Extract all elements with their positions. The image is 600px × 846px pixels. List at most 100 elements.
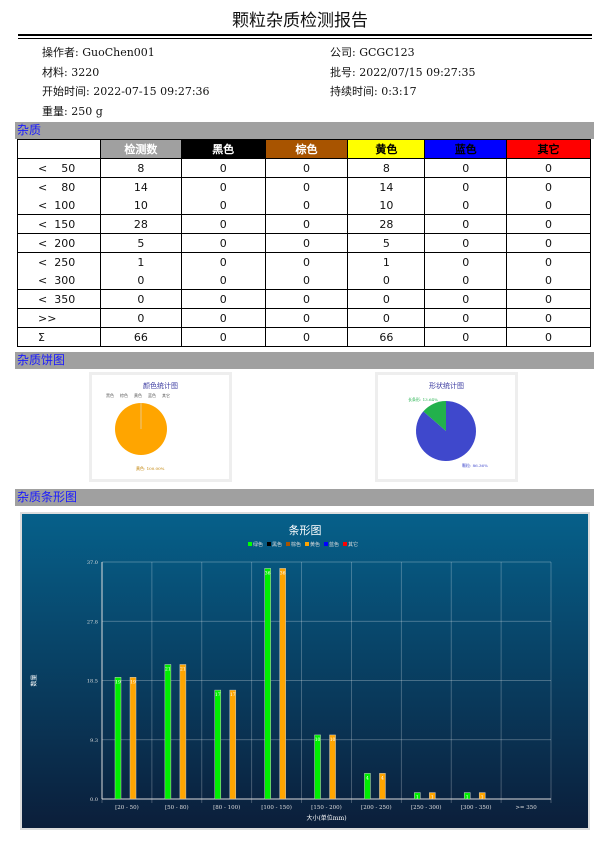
divider bbox=[18, 38, 592, 39]
table-cell: 0 bbox=[506, 196, 591, 215]
table-cell: 0 bbox=[180, 271, 266, 290]
bar-chart-title: 条形图 bbox=[288, 524, 322, 537]
table-cell: 28 bbox=[347, 214, 426, 234]
table-row: < 50 8 0 0 8 0 0 bbox=[17, 158, 591, 178]
bar-data-label: 36 bbox=[280, 570, 286, 576]
x-tick-label: [250 - 300) bbox=[411, 804, 442, 811]
x-tick-label: [300 - 350) bbox=[461, 804, 492, 811]
duration: 持续时间: 0:3:17 bbox=[330, 85, 417, 98]
batch: 批号: 2022/07/15 09:27:35 bbox=[330, 66, 476, 79]
row-label: < 350 bbox=[17, 289, 101, 309]
legend-item[interactable]: 绿色 bbox=[247, 542, 263, 548]
legend-item[interactable]: 蓝色 bbox=[148, 393, 156, 398]
bar-data-label: 1 bbox=[431, 795, 434, 801]
x-tick-label: >= 350 bbox=[515, 805, 537, 811]
bar bbox=[478, 792, 486, 800]
x-tick-label: [100 - 150) bbox=[261, 804, 292, 811]
legend-swatch bbox=[305, 542, 309, 546]
y-tick-label: 37.0 bbox=[87, 560, 98, 566]
bar bbox=[379, 773, 386, 800]
bar-legend: 绿色 黑色 棕色 黄色 蓝色 其它 bbox=[22, 541, 588, 548]
legend-swatch bbox=[266, 542, 271, 546]
table-cell: 0 bbox=[506, 327, 591, 347]
legend-swatch bbox=[285, 542, 290, 546]
bar-data-label: 10 bbox=[330, 737, 336, 743]
col-header bbox=[17, 139, 101, 159]
table-row: < 200 5 0 0 5 0 0 bbox=[17, 233, 591, 253]
row-label: < 200 bbox=[17, 233, 101, 253]
table-row: Σ 66 0 0 66 0 0 bbox=[17, 327, 591, 347]
table-cell: 14 bbox=[347, 177, 426, 196]
bar bbox=[164, 664, 172, 800]
legend-item[interactable]: 其它 bbox=[162, 393, 170, 398]
legend-item[interactable]: 其它 bbox=[343, 542, 358, 548]
bar-data-label: 36 bbox=[265, 570, 271, 576]
table-row: < 300 0 0 0 0 0 0 bbox=[17, 271, 591, 290]
table-cell: 0 bbox=[180, 177, 266, 196]
bar-data-label: 17 bbox=[215, 692, 221, 698]
bar bbox=[429, 792, 436, 800]
bar bbox=[114, 677, 122, 800]
shape-pie-chart: 形状统计图 长条形: 13.64% 颗粒: 86.36% bbox=[375, 372, 518, 482]
table-cell: 10 bbox=[347, 196, 426, 215]
row-label: < 50 bbox=[17, 158, 101, 178]
table-cell: 1 bbox=[347, 252, 426, 271]
pie-label: 颗粒: 86.36% bbox=[462, 463, 488, 468]
table-cell: 0 bbox=[347, 271, 426, 290]
bar bbox=[179, 664, 187, 800]
x-tick-label: [150 - 200) bbox=[311, 804, 342, 811]
bar bbox=[279, 568, 286, 800]
table-cell: 0 bbox=[180, 233, 266, 253]
table-cell: 0 bbox=[264, 214, 349, 234]
table-cell: 5 bbox=[347, 233, 426, 253]
legend-item[interactable]: 棕色 bbox=[285, 542, 301, 548]
pie-label: 长条形: 13.64% bbox=[408, 397, 438, 402]
bar-data-label: 4 bbox=[366, 775, 369, 781]
legend-item[interactable]: 黄色 bbox=[305, 542, 320, 548]
table-cell: 0 bbox=[264, 252, 349, 271]
table-row: < 350 0 0 0 0 0 0 bbox=[17, 289, 591, 309]
bar-data-label: 1 bbox=[416, 795, 419, 801]
col-header: 黑色 bbox=[180, 139, 266, 159]
bar-data-label: 17 bbox=[230, 692, 236, 698]
section-bar: 杂质条形图 bbox=[15, 489, 594, 506]
table-cell: 66 bbox=[347, 327, 426, 347]
legend-swatch bbox=[343, 542, 348, 546]
legend-item[interactable]: 棕色 bbox=[120, 393, 128, 398]
pie-label: 黄色: 100.00% bbox=[136, 466, 165, 471]
table-cell: 0 bbox=[424, 196, 508, 215]
table-row: >> 0 0 0 0 0 0 bbox=[17, 308, 591, 328]
table-row: < 100 10 0 0 10 0 0 bbox=[17, 196, 591, 215]
pie-title: 形状统计图 bbox=[429, 382, 464, 390]
y-tick-label: 27.8 bbox=[87, 619, 98, 625]
bar-data-label: 21 bbox=[165, 666, 171, 672]
pie-legend: 黑色 棕色 黄色 蓝色 其它 bbox=[106, 393, 176, 399]
table-row: < 150 28 0 0 28 0 0 bbox=[17, 214, 591, 234]
legend-item[interactable]: 蓝色 bbox=[324, 542, 339, 548]
legend-item[interactable]: 黑色 bbox=[266, 542, 282, 548]
table-cell: 0 bbox=[264, 177, 349, 196]
table-cell: 0 bbox=[506, 271, 591, 290]
table-cell: 0 bbox=[506, 233, 591, 253]
bar-data-label: 19 bbox=[115, 679, 121, 685]
table-cell: 0 bbox=[264, 327, 349, 347]
table-cell: 10 bbox=[99, 196, 182, 215]
color-pie-chart: 颜色统计图 黑色 棕色 黄色 蓝色 其它 黄色: 100.00% bbox=[89, 372, 232, 482]
table-cell: 8 bbox=[99, 158, 182, 178]
table-cell: 0 bbox=[506, 158, 591, 178]
col-header: 检测数 bbox=[99, 139, 182, 159]
table-cell: 0 bbox=[264, 233, 349, 253]
legend-item[interactable]: 黑色 bbox=[106, 393, 114, 398]
start-time: 开始时间: 2022-07-15 09:27:36 bbox=[42, 85, 210, 98]
legend-item[interactable]: 黄色 bbox=[134, 393, 142, 398]
table-cell: 0 bbox=[347, 289, 426, 309]
table-cell: 0 bbox=[264, 289, 349, 309]
y-axis-label: 数量 bbox=[30, 674, 38, 686]
bar bbox=[264, 568, 271, 800]
row-label: < 250 bbox=[17, 252, 101, 271]
table-cell: 0 bbox=[424, 327, 508, 347]
bar-data-label: 21 bbox=[180, 666, 186, 672]
table-cell: 0 bbox=[180, 252, 266, 271]
section-pie: 杂质饼图 bbox=[15, 352, 594, 369]
x-tick-label: [80 - 100) bbox=[213, 804, 240, 811]
